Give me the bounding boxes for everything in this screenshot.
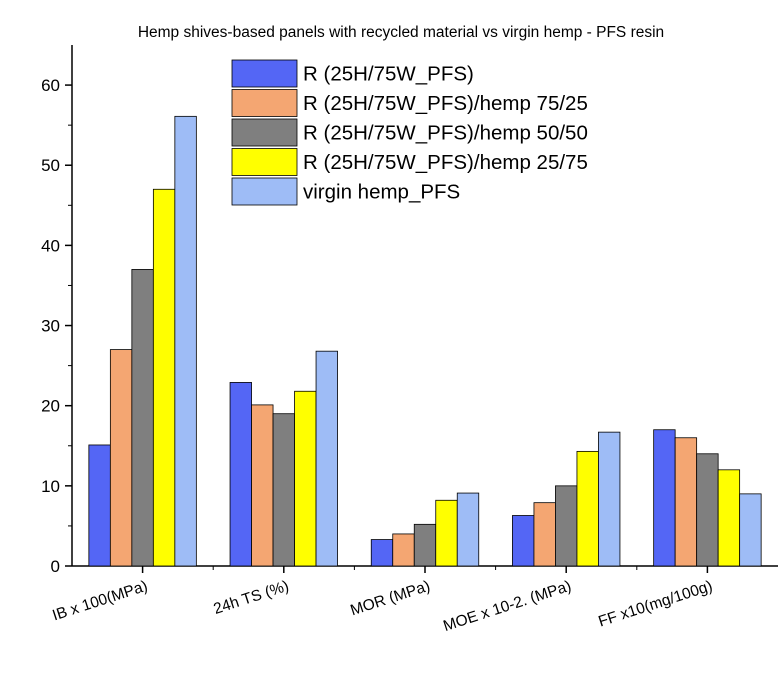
bar [152, 188, 176, 567]
legend-swatch [231, 118, 298, 147]
bar [435, 499, 458, 567]
bar [533, 502, 556, 567]
y-tick-label: 40 [41, 236, 60, 255]
legend-label: virgin hemp_PFS [303, 181, 460, 204]
legend-swatch [231, 148, 298, 176]
legend-label: R (25H/75W_PFS) [303, 63, 474, 86]
bar [674, 437, 698, 567]
bar [131, 269, 154, 567]
x-tick-label: MOE x 10-2. (MPa) [441, 578, 573, 635]
bar [392, 533, 415, 567]
x-tick-label: IB x 100(MPa) [50, 578, 149, 625]
x-tick-label: FF x10(mg/100g) [596, 578, 714, 631]
bar [598, 431, 621, 567]
y-tick-label: 10 [41, 477, 60, 496]
legend-label: R (25H/75W_PFS)/hemp 50/50 [303, 122, 588, 145]
legend-label: R (25H/75W_PFS)/hemp 25/75 [303, 151, 588, 174]
bars [88, 115, 762, 567]
bar [576, 450, 599, 567]
bar [555, 485, 578, 567]
bar [229, 382, 252, 567]
legend-swatch [231, 59, 298, 88]
bar [413, 523, 437, 567]
bar [739, 493, 762, 567]
bar [294, 390, 317, 567]
legend-label: R (25H/75W_PFS)/hemp 75/25 [303, 92, 588, 115]
chart-title: Hemp shives-based panels with recycled m… [138, 24, 664, 41]
legend-swatch [231, 177, 298, 206]
bar [456, 492, 480, 567]
bar [653, 429, 676, 567]
bar [272, 413, 295, 567]
y-tick-label: 60 [41, 76, 60, 95]
y-tick-label: 0 [51, 557, 60, 576]
y-tick-label: 30 [41, 317, 60, 336]
bar [696, 453, 719, 567]
y-tick-label: 50 [41, 156, 60, 175]
legend-swatch [231, 89, 298, 117]
bar [512, 515, 535, 567]
bar [109, 349, 133, 567]
bar [717, 469, 741, 567]
y-tick-label: 20 [41, 397, 60, 416]
x-tick-label: MOR (MPa) [348, 578, 432, 620]
bar [315, 350, 338, 567]
legend: R (25H/75W_PFS) R (25H/75W_PFS)/hemp 75/2… [231, 59, 588, 206]
bar [174, 115, 197, 567]
x-tick-label: 24h TS (%) [211, 578, 291, 618]
bar [88, 444, 111, 567]
bar [251, 404, 274, 567]
bar [370, 539, 394, 567]
